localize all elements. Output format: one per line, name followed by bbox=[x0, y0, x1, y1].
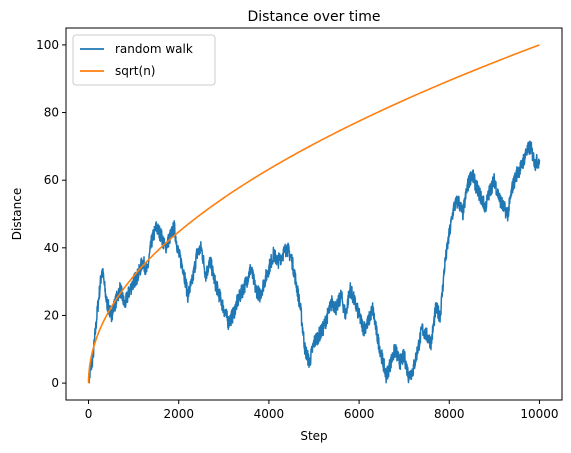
y-axis: 0 20 40 60 80 100 bbox=[36, 38, 66, 390]
y-tick-label: 80 bbox=[44, 106, 59, 120]
series-line-random-walk bbox=[88, 140, 541, 384]
x-tick-label: 8000 bbox=[434, 407, 465, 421]
x-tick-label: 4000 bbox=[254, 407, 285, 421]
x-tick-label: 2000 bbox=[163, 407, 194, 421]
legend-label-random-walk: random walk bbox=[115, 42, 193, 56]
y-axis-title: Distance bbox=[10, 188, 24, 240]
y-tick-label: 40 bbox=[44, 241, 59, 255]
series-layer bbox=[87, 44, 541, 384]
x-tick-label: 0 bbox=[85, 407, 93, 421]
y-tick-label: 0 bbox=[51, 376, 59, 390]
y-tick-label: 60 bbox=[44, 173, 59, 187]
x-axis-title: Step bbox=[300, 429, 327, 443]
y-tick-label: 20 bbox=[44, 308, 59, 322]
legend: random walk sqrt(n) bbox=[72, 34, 216, 86]
x-tick-label: 6000 bbox=[344, 407, 375, 421]
series-line-sqrt bbox=[87, 44, 540, 384]
legend-label-sqrt: sqrt(n) bbox=[115, 64, 155, 78]
chart-title: Distance over time bbox=[248, 9, 381, 25]
x-axis: 0 2000 4000 6000 8000 10000 bbox=[85, 400, 559, 421]
x-tick-label: 10000 bbox=[520, 407, 558, 421]
legend-box bbox=[72, 34, 216, 86]
y-tick-label: 100 bbox=[36, 38, 59, 52]
plot-frame bbox=[65, 27, 563, 401]
